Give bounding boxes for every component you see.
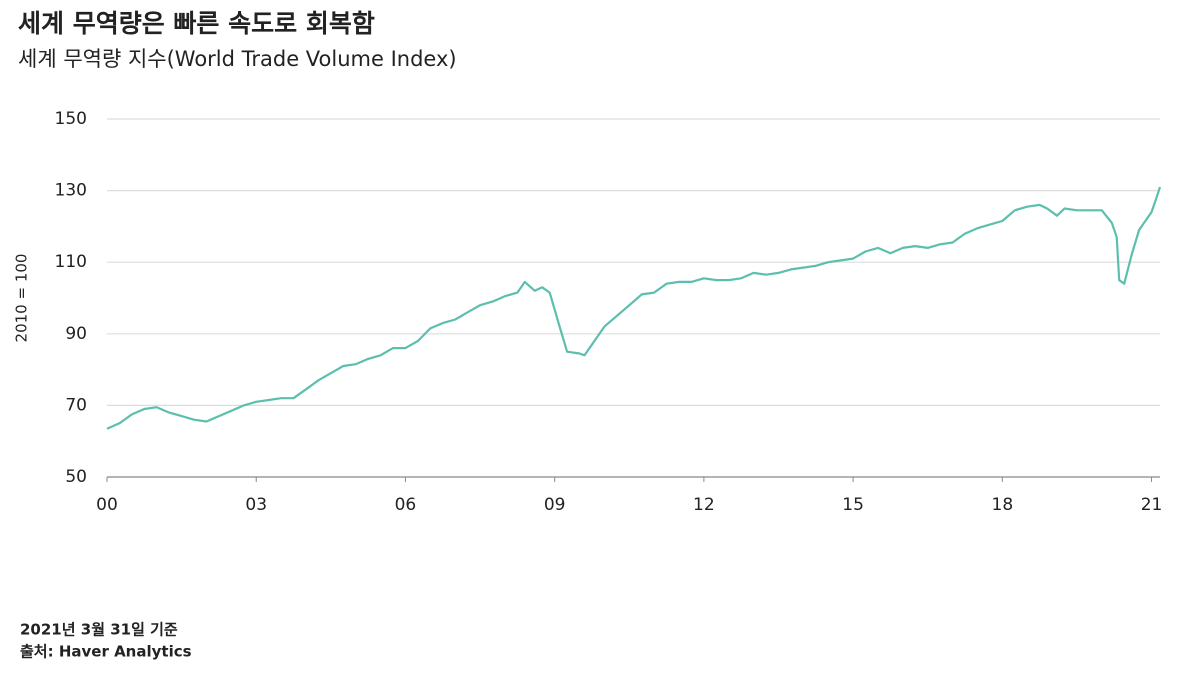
- x-tick-label: 03: [245, 495, 267, 515]
- x-tick-label: 06: [395, 495, 417, 515]
- data-line: [106, 186, 1162, 430]
- x-tick-label: 15: [842, 495, 864, 515]
- x-tick-label: 18: [992, 495, 1014, 515]
- y-tick-label: 110: [55, 252, 87, 272]
- y-tick-label: 70: [65, 395, 87, 415]
- y-tick-label: 150: [55, 109, 87, 129]
- y-tick-label: 50: [65, 467, 87, 487]
- x-tick-label: 00: [96, 495, 118, 515]
- chart-title: 세계 무역량은 빠른 속도로 회복함: [18, 9, 375, 38]
- x-tick-label: 12: [693, 495, 715, 515]
- y-tick-label: 130: [55, 181, 87, 201]
- chart-subtitle: 세계 무역량 지수(World Trade Volume Index): [18, 47, 457, 71]
- note: 2021년 3월 31일 기준: [20, 621, 178, 639]
- x-tick-label: 09: [544, 495, 566, 515]
- y-axis-label: 2010 = 100: [13, 254, 31, 343]
- x-tick-label: 21: [1141, 495, 1163, 515]
- note: 출처: Haver Analytics: [20, 643, 192, 661]
- y-tick-label: 90: [65, 324, 87, 344]
